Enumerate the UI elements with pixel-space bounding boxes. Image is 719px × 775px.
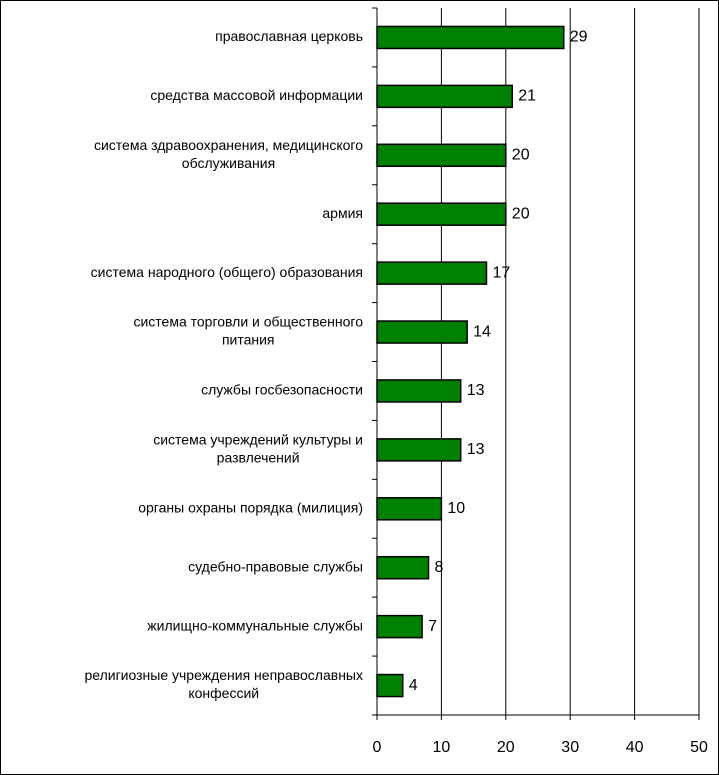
y-tick-label: службы госбезопасности [201, 382, 363, 398]
y-tick-label: жилищно-коммунальные службы [147, 617, 363, 633]
bar [376, 438, 462, 462]
bar [376, 673, 404, 698]
y-tick-label: органы охраны порядка (милиция) [138, 499, 363, 515]
y-tick-label: средства массовой информации [150, 87, 363, 103]
bar [376, 84, 513, 109]
bar [376, 143, 507, 168]
bar [376, 379, 462, 403]
y-tick-label: армия [322, 205, 363, 221]
value-label: 4 [409, 677, 418, 694]
value-label: 13 [467, 382, 485, 399]
x-tick-label: 50 [690, 739, 708, 756]
x-tick-label: 10 [433, 739, 451, 756]
bar [376, 555, 430, 580]
bar [376, 320, 468, 344]
y-tick-label: православная церковь [215, 28, 363, 44]
y-tick-label: система учреждений культуры и [153, 432, 363, 448]
value-label: 21 [518, 88, 536, 105]
x-tick-label: 30 [561, 739, 579, 756]
bar [376, 497, 443, 521]
x-tick-label: 20 [497, 739, 515, 756]
y-tick-label: судебно-правовые службы [188, 558, 363, 574]
y-tick-label: питания [222, 332, 275, 348]
bar [376, 202, 507, 226]
value-label: 20 [512, 205, 530, 222]
y-tick-label: религиозные учреждения неправославных [84, 667, 363, 683]
x-tick-label: 0 [373, 739, 382, 756]
y-tick-label: система здравоохранения, медицинского [94, 137, 363, 153]
bar [376, 261, 488, 285]
y-tick-label: система торговли и общественного [133, 314, 363, 330]
y-tick-label: система народного (общего) образования [91, 264, 363, 280]
value-label: 29 [570, 29, 588, 46]
value-label: 14 [473, 323, 491, 340]
value-label: 13 [467, 441, 485, 458]
value-label: 7 [428, 618, 437, 635]
y-tick-label: обслуживания [182, 155, 275, 171]
y-tick-label: конфессий [188, 685, 259, 701]
y-tick-label: развлечений [217, 450, 300, 466]
value-label: 20 [512, 147, 530, 164]
bar [376, 614, 423, 639]
value-label: 17 [492, 264, 510, 281]
bar [376, 25, 565, 50]
x-tick-label: 40 [626, 739, 644, 756]
value-label: 8 [435, 559, 444, 576]
value-label: 10 [447, 500, 465, 517]
